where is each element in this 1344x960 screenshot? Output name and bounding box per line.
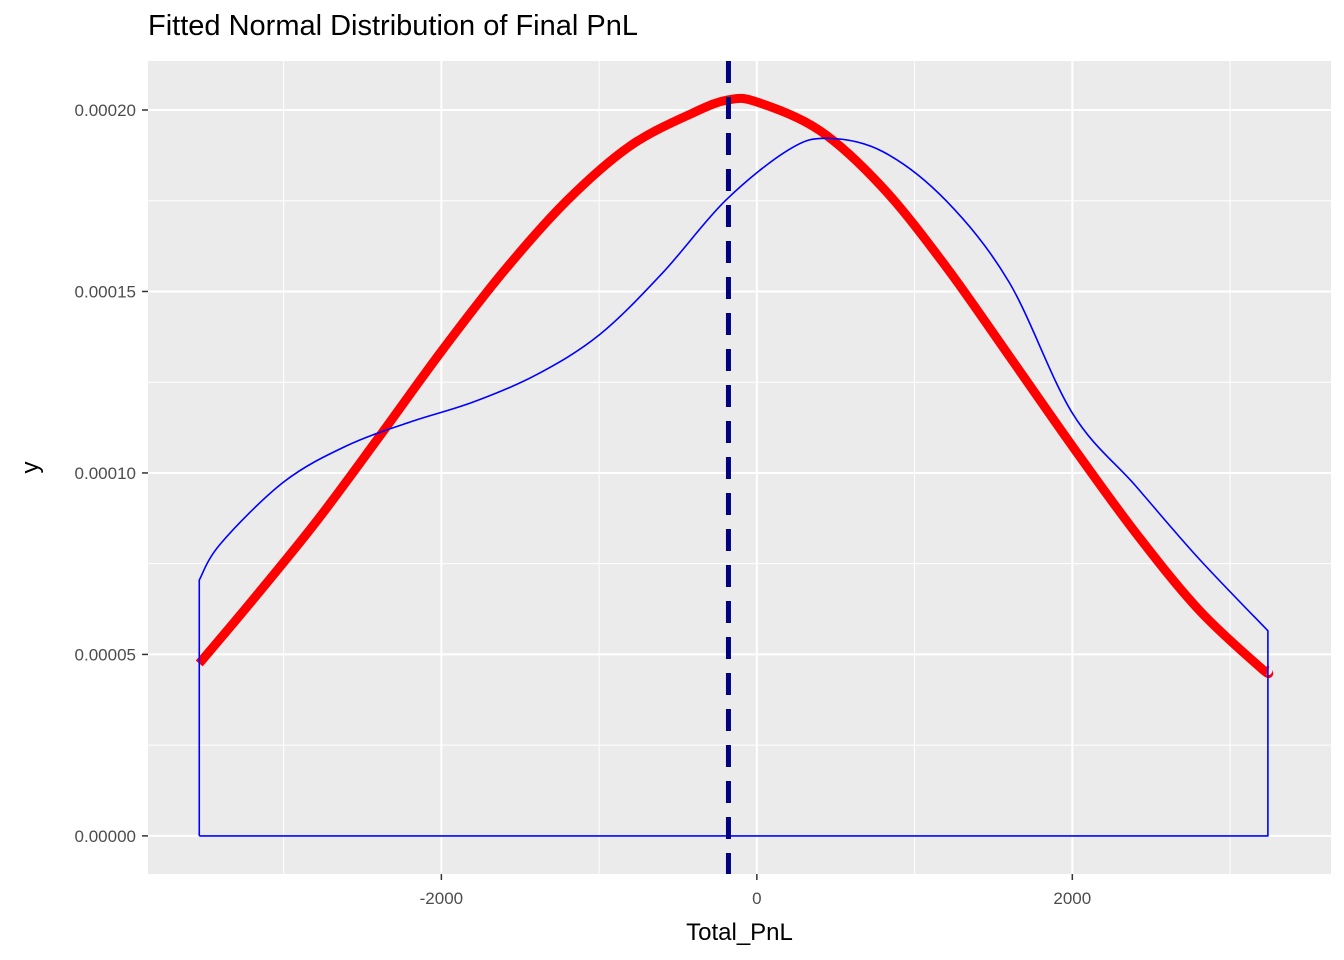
fitted-normal-curve <box>195 93 1274 679</box>
minor-gridlines <box>148 61 1331 874</box>
x-tick-label: 0 <box>752 889 761 908</box>
y-tick-label: 0.00005 <box>75 645 136 664</box>
x-tick-label: -2000 <box>420 889 463 908</box>
plot-panel <box>148 61 1331 874</box>
y-axis-title: y <box>17 462 44 474</box>
chart-title: Fitted Normal Distribution of Final PnL <box>148 10 638 42</box>
y-tick-label: 0.00010 <box>75 464 136 483</box>
x-axis-title: Total_PnL <box>686 919 793 946</box>
kernel-density-curve <box>198 137 1269 837</box>
y-tick-label: 0.00015 <box>75 282 136 301</box>
x-tick-label: 2000 <box>1053 889 1091 908</box>
axis-layer: -2000 0 2000 0.00000 0.00005 0.00010 0.00015 0.… <box>75 101 1092 908</box>
y-tick-label: 0.00000 <box>75 827 136 846</box>
y-tick-label: 0.00020 <box>75 101 136 120</box>
series-layer <box>195 61 1274 874</box>
